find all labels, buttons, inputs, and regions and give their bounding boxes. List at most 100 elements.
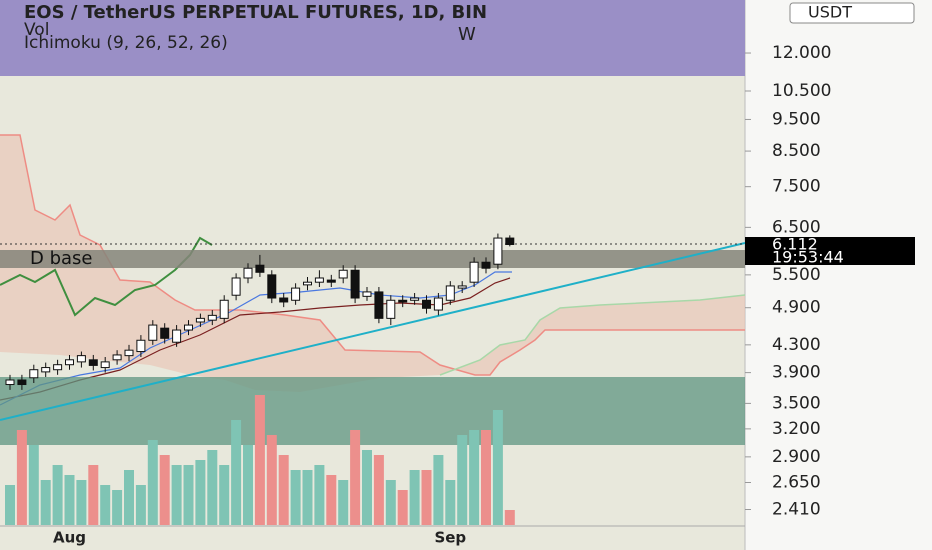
countdown: 19:53:44 [772, 248, 844, 267]
chart-pane [0, 0, 745, 550]
candle-body [172, 329, 182, 343]
volume-bar [302, 470, 313, 525]
candle-body [41, 367, 51, 373]
leading-span-a [439, 294, 745, 376]
candle-body [398, 299, 408, 303]
volume-bar [433, 455, 444, 525]
leading-span-b [0, 134, 745, 376]
y-tick-label: 3.900 [772, 363, 821, 383]
y-tick-label: 4.900 [772, 298, 821, 318]
price-axis-panel [745, 0, 932, 550]
candle-body [469, 261, 479, 283]
candle-body [243, 267, 253, 279]
volume-bar [100, 485, 111, 525]
volume-bar [183, 465, 194, 525]
volume-bar [278, 455, 289, 525]
volume-bar [147, 440, 158, 525]
volume-bar [266, 435, 277, 525]
candle-body [374, 291, 384, 319]
volume-bar [290, 470, 301, 525]
trend-line [0, 242, 745, 421]
annotation: D base [30, 248, 93, 269]
support-zone [0, 377, 745, 445]
candle-body [445, 285, 455, 301]
candle-body [422, 299, 431, 309]
volume-bar [88, 465, 99, 525]
volume-bar [457, 435, 468, 525]
price-label-box [745, 237, 915, 265]
volume-bar [52, 465, 63, 525]
volume-bar [326, 475, 337, 525]
candle-body [410, 297, 420, 301]
currency[interactable]: USDT [808, 3, 852, 22]
y-tick-label: 4.300 [772, 335, 821, 355]
header [0, 0, 745, 76]
candle-body [219, 299, 229, 319]
volume-bar [159, 455, 170, 525]
volume-bar [409, 470, 420, 525]
indicator-label: Ichimoku (9, 26, 52, 26) [24, 33, 228, 53]
candle-body [65, 359, 74, 366]
last-price: 6.112 [772, 235, 818, 254]
volume-bar [231, 420, 242, 525]
volume-bar [219, 465, 230, 525]
plot [0, 134, 745, 525]
candle-body [350, 269, 360, 299]
annotation: W [458, 24, 476, 45]
candle-body [29, 369, 39, 379]
candle-body [195, 317, 205, 323]
volume-bar [254, 395, 265, 525]
y-tick-label: 10.500 [772, 81, 831, 101]
candle-body [124, 349, 134, 357]
candle-body [112, 354, 122, 361]
volume-bar [40, 480, 51, 525]
volume-bar [124, 470, 134, 525]
y-tick-label: 2.900 [772, 447, 821, 467]
candle-body [338, 269, 348, 279]
volume-bar [492, 410, 503, 525]
candle-body [148, 324, 158, 341]
currency-box[interactable] [789, 2, 915, 24]
x-tick-label: Aug [53, 529, 86, 547]
volume-bar [504, 510, 515, 525]
candle-body [76, 355, 86, 363]
candle-body [279, 297, 289, 303]
y-tick-label: 12.000 [772, 43, 831, 63]
candle-body [326, 279, 336, 283]
y-tick-label: 5.500 [772, 265, 821, 285]
y-tick-label: 6.500 [772, 217, 821, 237]
candle-body [386, 299, 396, 319]
indicator-label: Vol [24, 20, 49, 40]
volume-bar [76, 480, 87, 525]
y-tick-label: 7.500 [772, 177, 821, 197]
d-base-zone [0, 250, 745, 268]
candle-body [100, 361, 110, 369]
volume-bar [195, 460, 206, 525]
header-text: EOS / TetherUS PERPETUAL FUTURES, 1D, BI… [24, 2, 487, 23]
candle-body [481, 261, 491, 269]
volume-bar [350, 430, 361, 525]
volume-bar [362, 450, 372, 525]
candle-body [207, 314, 217, 321]
candle-body [303, 281, 312, 286]
volume-bar [112, 490, 123, 525]
candle-body [314, 277, 324, 283]
base-line [0, 277, 511, 401]
volume-bar [207, 450, 218, 525]
volume-bar [243, 445, 253, 525]
candle-body [493, 237, 503, 265]
y-tick-label: 2.650 [772, 472, 821, 492]
volume-bar [314, 465, 325, 525]
candle-body [231, 277, 241, 296]
volume-bar [135, 485, 146, 525]
candle-body [255, 264, 265, 273]
candle-body [362, 291, 372, 297]
candle-body [267, 274, 277, 299]
volume-bar [421, 470, 432, 525]
y-tick-label: 9.500 [772, 109, 821, 129]
volume-bar [373, 455, 384, 525]
volume-bar [338, 480, 349, 525]
volume-bar [64, 475, 75, 525]
volume-bar [481, 430, 491, 525]
